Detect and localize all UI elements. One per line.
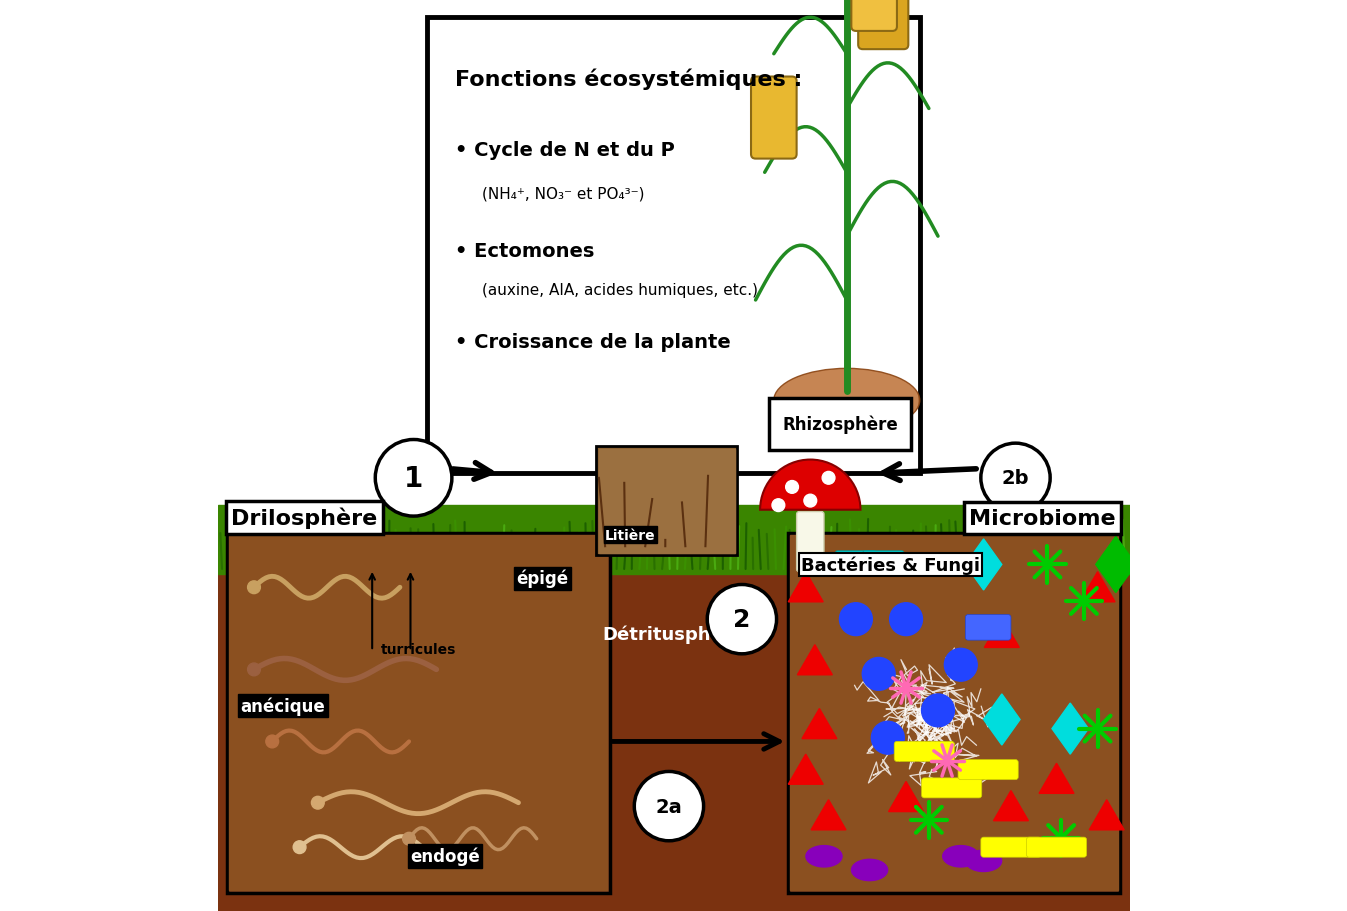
- FancyBboxPatch shape: [595, 446, 737, 556]
- Text: 1: 1: [404, 465, 423, 492]
- Polygon shape: [1080, 572, 1115, 602]
- Circle shape: [804, 495, 816, 507]
- Text: endogé: endogé: [409, 847, 480, 865]
- Circle shape: [839, 603, 873, 636]
- Text: • Croissance de la plante: • Croissance de la plante: [455, 333, 730, 352]
- FancyBboxPatch shape: [1026, 837, 1087, 857]
- Circle shape: [772, 499, 785, 512]
- Circle shape: [248, 663, 260, 676]
- Polygon shape: [797, 645, 832, 675]
- Bar: [217, 506, 1130, 574]
- Text: • Cycle de N et du P: • Cycle de N et du P: [455, 141, 675, 160]
- Ellipse shape: [851, 859, 888, 881]
- Circle shape: [872, 722, 904, 754]
- Bar: [598, 449, 734, 553]
- Ellipse shape: [773, 369, 920, 433]
- FancyBboxPatch shape: [835, 551, 877, 577]
- Polygon shape: [983, 694, 1020, 745]
- FancyBboxPatch shape: [894, 742, 955, 762]
- Circle shape: [785, 481, 799, 494]
- Polygon shape: [1090, 800, 1125, 830]
- Text: 2b: 2b: [1002, 469, 1029, 487]
- FancyBboxPatch shape: [851, 0, 897, 32]
- Circle shape: [376, 440, 451, 517]
- Circle shape: [248, 581, 260, 594]
- Text: Bactéries & Fungi: Bactéries & Fungi: [801, 556, 981, 574]
- Circle shape: [889, 603, 923, 636]
- Circle shape: [294, 841, 306, 854]
- Polygon shape: [994, 791, 1028, 821]
- Polygon shape: [1095, 537, 1136, 593]
- Circle shape: [311, 796, 325, 809]
- Text: (auxine, AIA, acides humiques, etc.): (auxine, AIA, acides humiques, etc.): [482, 282, 758, 297]
- Text: Drilosphère: Drilosphère: [232, 507, 377, 528]
- Circle shape: [921, 694, 955, 727]
- FancyBboxPatch shape: [796, 512, 824, 572]
- Text: 2a: 2a: [656, 797, 683, 815]
- Circle shape: [403, 833, 415, 845]
- FancyBboxPatch shape: [981, 837, 1041, 857]
- FancyBboxPatch shape: [226, 533, 610, 893]
- Polygon shape: [788, 572, 823, 602]
- Polygon shape: [788, 754, 823, 784]
- Ellipse shape: [806, 845, 842, 867]
- FancyBboxPatch shape: [427, 18, 920, 474]
- Text: turricules: turricules: [380, 642, 455, 656]
- Circle shape: [822, 472, 835, 485]
- Text: 2: 2: [733, 608, 750, 631]
- Bar: [229, 536, 607, 890]
- Polygon shape: [966, 539, 1002, 590]
- Polygon shape: [985, 618, 1020, 648]
- Text: • Ectomones: • Ectomones: [455, 241, 594, 261]
- Polygon shape: [889, 782, 924, 812]
- Polygon shape: [1052, 703, 1088, 754]
- Text: épigé: épigé: [516, 569, 568, 588]
- Text: Fonctions écosystémiques :: Fonctions écosystémiques :: [455, 68, 801, 90]
- Bar: [217, 533, 1130, 911]
- Circle shape: [265, 735, 279, 748]
- Text: (NH₄⁺, NO₃⁻ et PO₄³⁻): (NH₄⁺, NO₃⁻ et PO₄³⁻): [482, 187, 644, 201]
- FancyBboxPatch shape: [752, 77, 796, 159]
- Text: Litière: Litière: [605, 528, 656, 542]
- FancyBboxPatch shape: [921, 778, 982, 798]
- FancyBboxPatch shape: [862, 551, 904, 577]
- Circle shape: [981, 444, 1051, 513]
- Text: Rhizosphère: Rhizosphère: [783, 415, 898, 434]
- Polygon shape: [801, 709, 836, 739]
- Ellipse shape: [943, 845, 979, 867]
- FancyBboxPatch shape: [769, 398, 911, 451]
- Ellipse shape: [966, 850, 1002, 872]
- FancyBboxPatch shape: [788, 533, 1121, 893]
- Text: Microbiome: Microbiome: [970, 508, 1115, 528]
- Text: Détritusphère: Détritusphère: [602, 624, 745, 643]
- Polygon shape: [811, 800, 846, 830]
- Circle shape: [634, 772, 703, 841]
- FancyBboxPatch shape: [966, 615, 1012, 640]
- Circle shape: [944, 649, 977, 681]
- Bar: [791, 536, 1118, 890]
- Circle shape: [707, 585, 777, 654]
- Circle shape: [862, 658, 896, 691]
- Text: anécique: anécique: [240, 696, 325, 715]
- Polygon shape: [1039, 763, 1074, 793]
- Wedge shape: [760, 460, 861, 510]
- FancyBboxPatch shape: [858, 0, 908, 50]
- FancyBboxPatch shape: [958, 760, 1018, 780]
